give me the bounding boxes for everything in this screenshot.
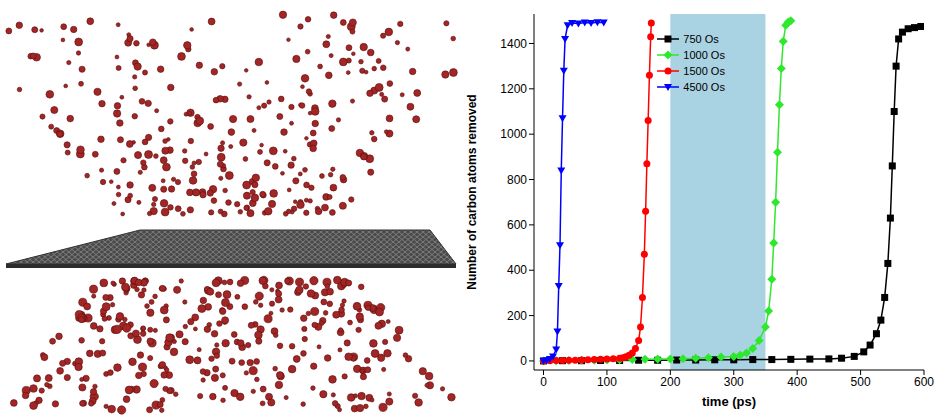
svg-text:1400: 1400: [500, 37, 527, 51]
svg-text:500: 500: [851, 375, 871, 389]
svg-text:600: 600: [507, 218, 527, 232]
svg-text:600: 600: [914, 375, 934, 389]
svg-text:400: 400: [507, 263, 527, 277]
svg-text:0: 0: [520, 354, 527, 368]
svg-text:400: 400: [787, 375, 807, 389]
svg-text:200: 200: [660, 375, 680, 389]
html-text:1000 Os: 1000 Os: [683, 49, 725, 62]
html-text:4500 Os: 4500 Os: [683, 81, 725, 94]
svg-text:0: 0: [540, 375, 547, 389]
svg-text:Number of carbon atoms removed: Number of carbon atoms removed: [465, 94, 479, 289]
svg-text:300: 300: [724, 375, 744, 389]
html-text:750 Os: 750 Os: [683, 33, 719, 46]
svg-text:time (ps): time (ps): [702, 394, 756, 409]
svg-text:100: 100: [597, 375, 617, 389]
svg-text:1000: 1000: [500, 127, 527, 141]
svg-text:800: 800: [507, 173, 527, 187]
svg-text:1200: 1200: [500, 82, 527, 96]
html-text:1500 Os: 1500 Os: [683, 65, 725, 78]
svg-text:200: 200: [507, 309, 527, 323]
